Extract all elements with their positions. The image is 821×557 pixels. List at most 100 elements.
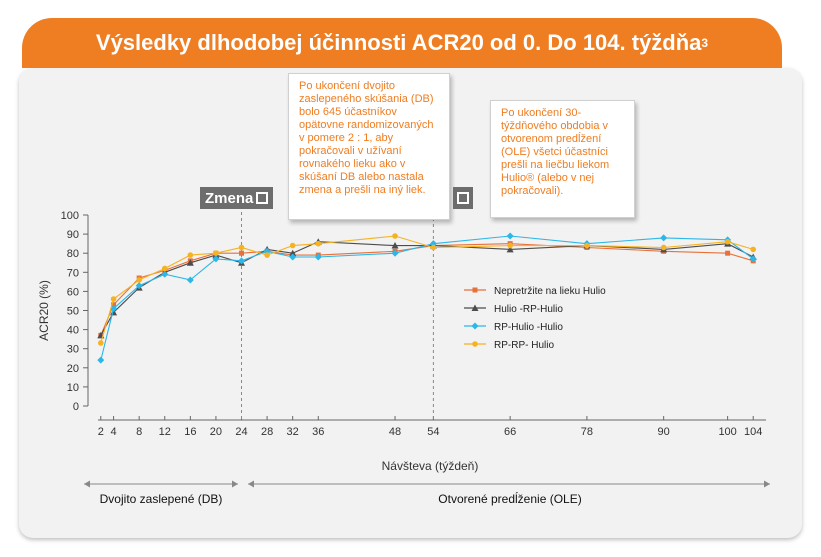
data-point [97, 340, 104, 346]
data-point [725, 250, 731, 256]
legend-entry: RP-Hulio -Hulio [464, 322, 563, 333]
x-tick-label: 78 [581, 426, 593, 438]
switch-tag-label: Zmena [205, 189, 254, 207]
phase-ole-arrow [248, 480, 770, 488]
data-point [314, 253, 322, 261]
legend-marker [472, 341, 478, 347]
data-point [186, 259, 194, 266]
data-point [187, 252, 194, 258]
data-point [391, 249, 399, 257]
series-4 [97, 233, 757, 346]
external-link-icon [457, 192, 469, 204]
x-tick-label: 100 [718, 426, 736, 438]
data-point [749, 255, 757, 263]
data-point [238, 257, 246, 265]
data-point [724, 238, 731, 245]
data-point [289, 242, 296, 249]
y-tick-label: 20 [67, 363, 79, 375]
data-point [111, 302, 117, 308]
callout-db-rerandomization: Po ukončení dvojito zaslepeného skúšania… [288, 73, 450, 220]
series-2 [97, 238, 757, 339]
x-tick-label: 66 [504, 426, 516, 438]
legend-entry: RP-RP- Hulio [464, 340, 554, 351]
data-point [213, 250, 219, 256]
y-tick-label: 10 [67, 382, 79, 394]
data-point [392, 233, 398, 239]
legend-label: Nepretržite na lieku Hulio [494, 286, 606, 297]
y-tick-label: 0 [73, 401, 79, 413]
data-point [135, 282, 143, 290]
x-axis-label: Návšteva (týždeň) [382, 459, 479, 473]
y-tick-label: 70 [67, 267, 79, 279]
switch-tag-2[interactable] [453, 187, 473, 209]
data-point [136, 277, 142, 283]
data-point [110, 296, 117, 302]
phase-ole-label: Otvorené predĺženie (OLE) [438, 491, 581, 506]
y-tick-label: 90 [67, 229, 79, 241]
data-point [161, 270, 169, 278]
data-point [430, 244, 437, 251]
y-tick-label: 80 [67, 248, 79, 260]
data-point [315, 240, 322, 247]
series-1 [98, 241, 756, 338]
arrow-left [248, 480, 254, 488]
x-tick-label: 54 [427, 426, 439, 438]
x-tick-label: 28 [261, 426, 273, 438]
switch-tag[interactable]: Zmena [200, 187, 274, 209]
x-tick-label: 8 [136, 426, 142, 438]
y-tick-label: 40 [67, 325, 79, 337]
x-tick-label: 104 [744, 426, 762, 438]
y-tick-label: 100 [61, 210, 79, 222]
series-3 [97, 232, 757, 364]
y-axis-label: ACR20 (%) [37, 280, 51, 341]
title-text: Výsledky dlhodobej účinnosti ACR20 od 0.… [95, 30, 702, 55]
callout-ole-text: Po ukončení 30-týždňového obdobia v otvo… [501, 107, 610, 197]
page-title: Výsledky dlhodobej účinnosti ACR20 od 0.… [22, 18, 782, 68]
external-link-icon [256, 192, 269, 204]
x-tick-label: 24 [235, 426, 247, 438]
x-tick-label: 48 [389, 426, 401, 438]
legend-label: RP-Hulio -Hulio [494, 322, 563, 333]
data-point [506, 245, 514, 253]
data-point [506, 232, 514, 240]
legend-label: RP-RP- Hulio [494, 340, 554, 351]
legend-marker [471, 304, 479, 311]
arrow-left [84, 480, 90, 488]
x-tick-label: 90 [658, 426, 670, 438]
data-point [289, 253, 297, 261]
phase-db-label: Dvojito zaslepené (DB) [100, 492, 223, 506]
data-point [161, 265, 168, 272]
x-tick-label: 16 [184, 426, 196, 438]
y-tick-label: 60 [67, 286, 79, 298]
data-point [97, 356, 105, 364]
callout-ole-switch: Po ukončení 30-týždňového obdobia v otvo… [490, 100, 635, 218]
series-line [100, 243, 754, 336]
x-tick-label: 2 [98, 426, 104, 438]
y-tick-label: 30 [67, 344, 79, 356]
legend-marker [471, 322, 479, 330]
data-point [660, 244, 667, 251]
arrow-right [764, 480, 770, 488]
legend-entry: Hulio -RP-Hulio [464, 304, 563, 315]
data-point [660, 234, 668, 242]
legend-entry: Nepretržite na lieku Hulio [464, 286, 606, 297]
data-point [289, 249, 297, 257]
legend-label: Hulio -RP-Hulio [494, 304, 563, 315]
data-point [391, 242, 399, 249]
x-tick-label: 12 [159, 426, 171, 438]
data-point [584, 242, 590, 249]
data-point [212, 255, 220, 263]
title-superscript: 3 [701, 36, 709, 50]
x-tick-label: 36 [312, 426, 324, 438]
x-tick-label: 20 [210, 426, 222, 438]
legend-marker [472, 287, 478, 293]
callout-db-text: Po ukončení dvojito zaslepeného skúšania… [299, 80, 434, 196]
y-tick-label: 50 [67, 306, 79, 318]
phase-db-arrow [84, 480, 238, 488]
data-point [238, 244, 245, 251]
x-tick-label: 32 [287, 426, 299, 438]
data-point [507, 242, 513, 249]
data-point [239, 250, 245, 256]
